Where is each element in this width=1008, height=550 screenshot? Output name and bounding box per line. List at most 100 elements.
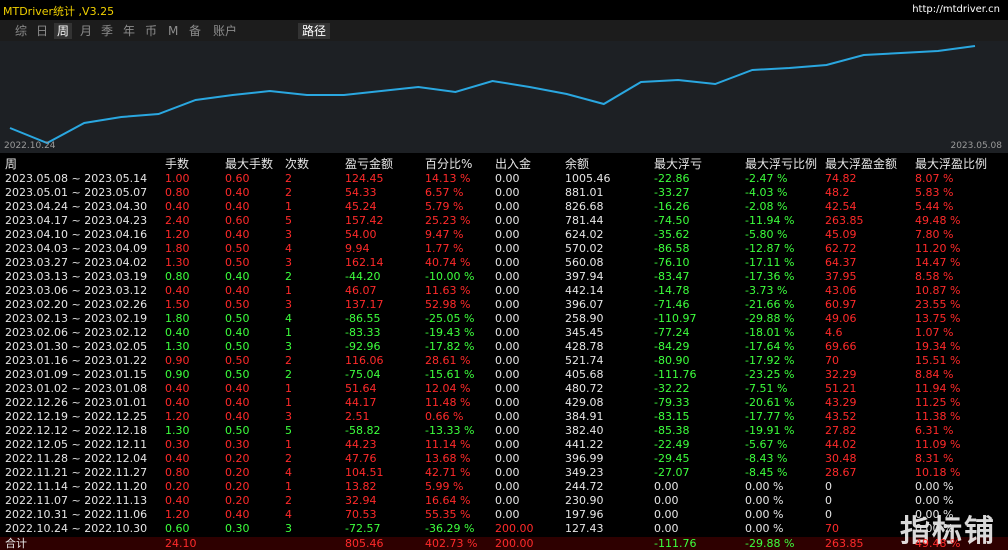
total-cell: 合计 (5, 537, 27, 550)
table-cell: -17.77 % (745, 410, 795, 423)
table-cell: -36.29 % (425, 522, 475, 535)
table-cell: 0.00 % (915, 508, 954, 521)
table-cell: 127.43 (565, 522, 604, 535)
table-cell: 2022.12.19 ~ 2022.12.25 (5, 410, 148, 423)
column-header: 最大浮盈比例 (915, 157, 988, 171)
table-cell: -77.24 (654, 326, 690, 339)
tab[interactable]: 月 (80, 24, 93, 38)
table-cell: -5.80 % (745, 228, 788, 241)
table-cell: -86.58 (654, 242, 690, 255)
table-cell: 30.48 (825, 452, 857, 465)
table-cell: 1 (285, 480, 292, 493)
column-header: 周 (5, 157, 18, 171)
table-cell: 2 (285, 354, 292, 367)
table-cell: 1.30 (165, 424, 190, 437)
tab[interactable]: 周 (54, 23, 73, 39)
table-cell: 781.44 (565, 214, 604, 227)
table-cell: 2023.04.24 ~ 2023.04.30 (5, 200, 148, 213)
table-cell: 9.94 (345, 242, 370, 255)
table-cell: 45.09 (825, 228, 857, 241)
table-cell: 1.20 (165, 228, 190, 241)
path-button[interactable]: 路径 (298, 23, 331, 39)
table-cell: 2023.01.30 ~ 2023.02.05 (5, 340, 148, 353)
chart-background (0, 41, 1008, 153)
tab[interactable]: 备 (189, 24, 202, 38)
table-cell: 8.84 % (915, 368, 954, 381)
table-cell: 70 (825, 354, 839, 367)
table-cell: 0.00 % (745, 480, 784, 493)
column-header: 最大浮亏比例 (745, 157, 818, 171)
table-cell: 560.08 (565, 256, 604, 269)
table-cell: 2023.02.13 ~ 2023.02.19 (5, 312, 148, 325)
table-cell: 11.48 % (425, 396, 471, 409)
table-cell: -35.62 (654, 228, 690, 241)
table-cell: 3 (285, 228, 292, 241)
table-cell: -4.03 % (745, 186, 788, 199)
table-cell: 55.35 % (425, 508, 471, 521)
table-cell: 263.85 (825, 214, 864, 227)
table-cell: 0.00 (495, 396, 520, 409)
table-cell: 14.47 % (915, 256, 961, 269)
table-cell: -8.45 % (745, 466, 788, 479)
table-cell: 0.50 (225, 424, 250, 437)
table-cell: 881.01 (565, 186, 604, 199)
tab[interactable]: 币 (145, 24, 158, 38)
table-cell: 7.80 % (915, 228, 954, 241)
tab[interactable]: 账户 (213, 24, 238, 38)
table-cell: 0.00 (495, 410, 520, 423)
table-cell: 2022.12.26 ~ 2023.01.01 (5, 396, 148, 409)
tab[interactable]: 季 (101, 24, 114, 38)
table-cell: 1 (285, 396, 292, 409)
table-cell: 157.42 (345, 214, 384, 227)
table-cell: 345.45 (565, 326, 604, 339)
table-cell: 0.00 (495, 438, 520, 451)
site-url[interactable]: http://mtdriver.cn (912, 4, 1000, 15)
table-cell: -76.10 (654, 256, 690, 269)
total-cell: 49.48 % (915, 537, 961, 550)
table-cell: -22.86 (654, 172, 690, 185)
table-cell: -25.05 % (425, 312, 475, 325)
table-cell: 0.66 % (425, 410, 464, 423)
table-cell: 1 (285, 284, 292, 297)
table-cell: -17.92 % (745, 354, 795, 367)
table-cell: 0 (825, 480, 832, 493)
table-cell: 11.14 % (425, 438, 471, 451)
table-cell: 11.09 % (915, 438, 961, 451)
table-cell: -2.47 % (745, 172, 788, 185)
balance-line (9, 45, 976, 145)
table-cell: 3 (285, 256, 292, 269)
column-header: 余额 (565, 157, 590, 171)
tab[interactable]: 综 (15, 24, 28, 38)
table-cell: 0.20 (165, 480, 190, 493)
table-cell: 396.99 (565, 452, 604, 465)
table-cell: 2023.04.10 ~ 2023.04.16 (5, 228, 148, 241)
table-cell: 40.74 % (425, 256, 471, 269)
table-cell: 480.72 (565, 382, 604, 395)
table-cell: 11.38 % (915, 410, 961, 423)
table-cell: 397.94 (565, 270, 604, 283)
table-cell: 46.07 (345, 284, 377, 297)
table-cell: 8.58 % (915, 270, 954, 283)
tab[interactable]: M (168, 24, 179, 38)
table-cell: 2 (285, 186, 292, 199)
tab[interactable]: 年 (123, 24, 136, 38)
table-cell: 0.00 (495, 424, 520, 437)
table-cell: 32.94 (345, 494, 377, 507)
table-cell: 0.50 (225, 298, 250, 311)
table-cell: 70.53 (345, 508, 377, 521)
table-cell: -75.04 (345, 368, 381, 381)
table-cell: 2023.04.17 ~ 2023.04.23 (5, 214, 148, 227)
table-cell: 1.80 (165, 242, 190, 255)
table-cell: 0.80 (165, 270, 190, 283)
table-cell: 28.67 (825, 466, 857, 479)
table-cell: 442.14 (565, 284, 604, 297)
table-cell: 1 (285, 200, 292, 213)
table-cell: 12.04 % (425, 382, 471, 395)
table-cell: -17.64 % (745, 340, 795, 353)
x-tick-label: 2023.05.08 (950, 141, 1002, 151)
table-cell: 0.20 (225, 494, 250, 507)
table-cell: 0.00 % (745, 494, 784, 507)
table-cell: -17.11 % (745, 256, 795, 269)
tab[interactable]: 日 (36, 24, 49, 38)
table-cell: 0.50 (225, 256, 250, 269)
